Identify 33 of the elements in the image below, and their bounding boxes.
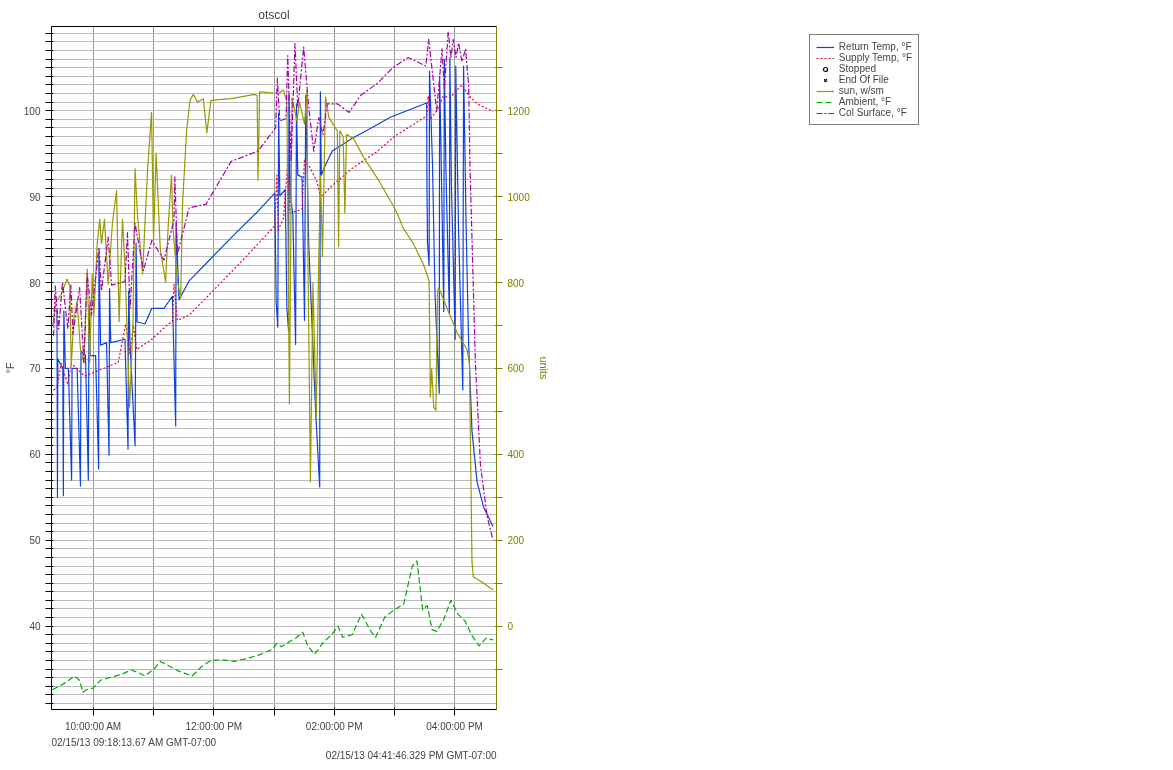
line-series (52, 89, 494, 591)
y-axis-title: °F (3, 362, 16, 374)
y-tick-label: 60 (29, 449, 41, 461)
x-tick-label: 10:00:00 AM (65, 720, 122, 732)
text: 02/15/13 09:18:13.67 AM GMT-07:00 (51, 736, 217, 748)
y2-tick-label: 1200 (507, 105, 531, 117)
line-series (51, 560, 494, 693)
x-tick-label: 02:00:00 PM (305, 720, 363, 732)
legend-label: sun, w/sm (838, 85, 884, 96)
y2-tick-label: 1000 (507, 191, 531, 203)
y2-tick-label: 600 (507, 363, 525, 375)
legend-label: Stopped (838, 63, 877, 74)
y-tick-label: 70 (29, 363, 41, 375)
line-series (53, 84, 494, 391)
y-tick-label: 90 (29, 191, 41, 203)
y-tick-label: 50 (29, 535, 41, 547)
chart-title: otscol (258, 7, 290, 22)
y2-tick-label: 200 (507, 535, 525, 547)
legend-label: Supply Temp, °F (838, 52, 913, 63)
text: 02/15/13 04:41:46.329 PM GMT-07:00 (325, 749, 497, 761)
y-tick-label: 100 (23, 105, 41, 117)
x-tick-label: 04:00:00 PM (426, 720, 483, 732)
legend-label: End Of File (838, 74, 889, 85)
y2-axis-title: units (537, 356, 550, 381)
y2-tick-label: 800 (507, 277, 525, 289)
x-tick-label: 12:00:00 PM (185, 720, 243, 732)
y-tick-label: 80 (29, 277, 41, 289)
legend-label: Col Surface, °F (838, 107, 907, 118)
legend-label: Ambient, °F (838, 96, 892, 107)
y-tick-label: 40 (29, 621, 41, 633)
y2-tick-label: 0 (507, 621, 514, 633)
y2-tick-label: 400 (507, 449, 525, 461)
legend-label: Return Temp, °F (838, 41, 912, 52)
